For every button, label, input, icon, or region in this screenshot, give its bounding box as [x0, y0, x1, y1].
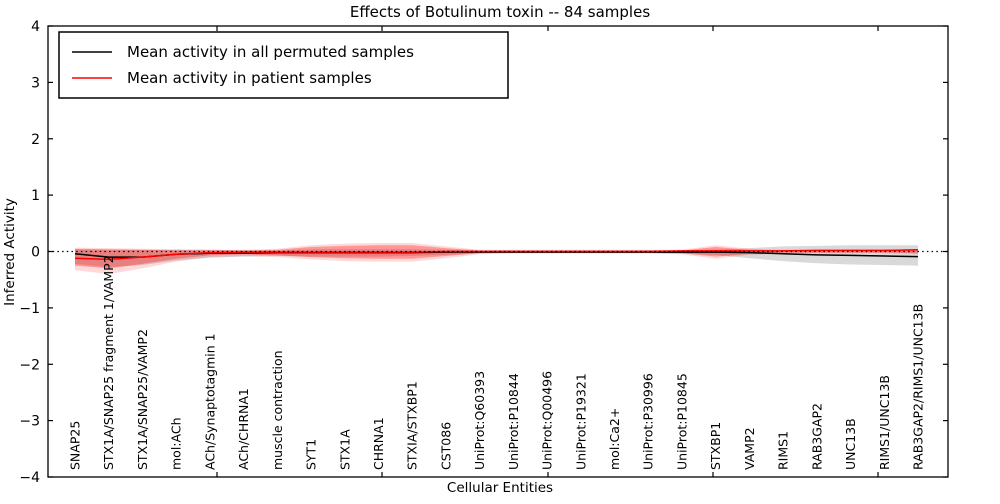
- chart-title: Effects of Botulinum toxin -- 84 samples: [350, 3, 650, 21]
- category-label: SNAP25: [68, 421, 83, 470]
- legend: Mean activity in all permuted samples Me…: [58, 31, 509, 99]
- category-label: CHRNA1: [371, 417, 386, 470]
- category-label: RAB3GAP2/RIMS1/UNC13B: [911, 304, 926, 470]
- category-label: ACh/Synaptotagmin 1: [202, 333, 217, 470]
- category-label: RAB3GAP2: [809, 403, 824, 470]
- y-tick-label: −3: [19, 414, 40, 430]
- category-label: ACh/CHRNA1: [236, 388, 251, 470]
- category-label: UniProt:P30996: [641, 373, 656, 470]
- category-label: mol:ACh: [169, 418, 184, 471]
- category-label: UniProt:P10844: [506, 373, 521, 470]
- y-tick-label: 2: [31, 132, 40, 148]
- category-label: muscle contraction: [270, 350, 285, 470]
- category-label: STXIA/STXBP1: [405, 381, 420, 470]
- y-tick-label: −2: [19, 357, 40, 373]
- category-label: UniProt:Q00496: [540, 371, 555, 470]
- category-label: mol:Ca2+: [607, 408, 622, 470]
- category-label: RIMS1: [776, 431, 791, 470]
- legend-label-patient-samples: Mean activity in patient samples: [127, 69, 372, 87]
- plot-area: 4 3 2 1 0 −1 −2 −3 −4 SNAP25 STX1A/SNAP25 fragment…: [19, 19, 949, 486]
- category-label: UniProt:Q60393: [472, 371, 487, 470]
- category-label: STX1A: [337, 429, 352, 470]
- y-tick-label: −4: [19, 470, 40, 486]
- category-label: UniProt:P10845: [674, 373, 689, 470]
- y-tick-label: 3: [31, 75, 40, 91]
- category-label: SYT1: [304, 439, 319, 470]
- category-label: STX1A/SNAP25/VAMP2: [135, 329, 150, 470]
- category-label: UNC13B: [843, 418, 858, 470]
- y-tick-label: −1: [19, 301, 40, 317]
- category-label: RIMS1/UNC13B: [877, 375, 892, 470]
- category-label: CST086: [438, 422, 453, 470]
- y-tick-label: 4: [31, 19, 40, 35]
- y-axis-label: Inferred Activity: [2, 198, 18, 306]
- y-tick-label: 1: [31, 188, 40, 204]
- category-label: VAMP2: [742, 427, 757, 470]
- y-tick-label: 0: [31, 245, 40, 261]
- category-label: STX1A/SNAP25 fragment 1/VAMP2: [101, 255, 116, 470]
- x-axis-label: Cellular Entities: [447, 480, 553, 496]
- category-label: STXBP1: [708, 422, 723, 470]
- legend-box: [58, 31, 509, 99]
- category-label: UniProt:P19321: [573, 373, 588, 470]
- legend-label-permuted-samples: Mean activity in all permuted samples: [127, 43, 414, 61]
